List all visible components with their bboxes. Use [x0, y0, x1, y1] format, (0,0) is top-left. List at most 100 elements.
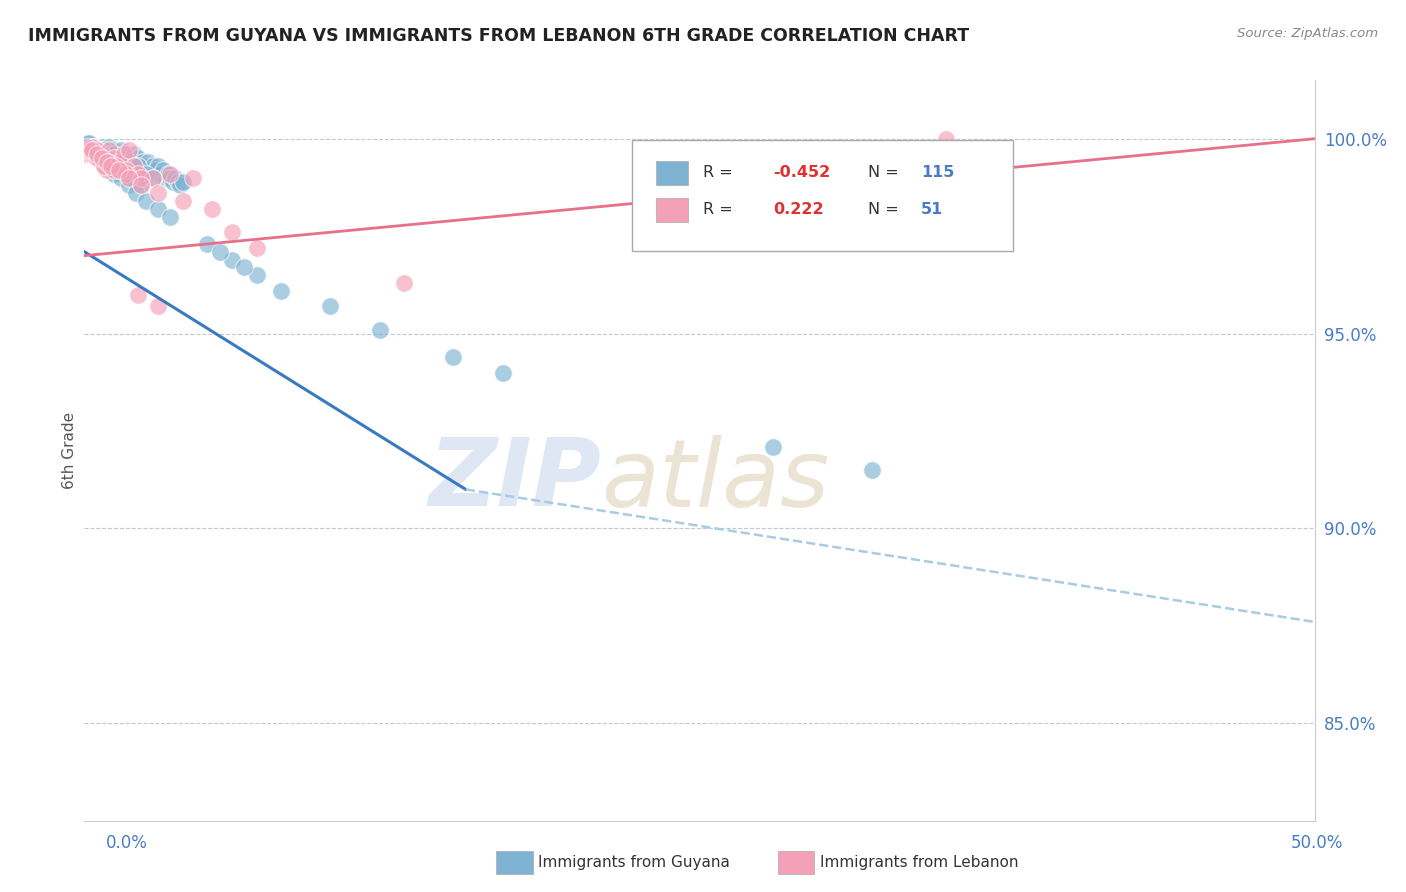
Point	[96, 155, 118, 169]
Point	[115, 167, 138, 181]
Point	[181, 170, 204, 185]
Point	[492, 366, 515, 380]
Point	[860, 463, 883, 477]
Point	[83, 147, 105, 161]
Point	[100, 159, 122, 173]
Point	[112, 151, 135, 165]
Point	[120, 170, 142, 185]
Point	[96, 151, 118, 165]
Point	[157, 167, 180, 181]
Point	[165, 170, 187, 185]
Point	[221, 225, 243, 239]
Point	[98, 159, 120, 173]
Point	[129, 159, 152, 173]
Point	[105, 159, 128, 173]
Point	[87, 151, 111, 165]
Point	[80, 147, 103, 161]
Point	[80, 139, 103, 153]
Point	[443, 350, 465, 364]
Point	[87, 144, 111, 158]
Text: 50.0%: 50.0%	[1291, 834, 1343, 852]
Point	[98, 147, 120, 161]
Point	[79, 144, 101, 158]
Point	[103, 147, 125, 161]
Point	[90, 155, 112, 169]
Point	[93, 144, 115, 158]
Text: 115: 115	[921, 165, 955, 180]
Point	[112, 147, 135, 161]
Point	[76, 139, 98, 153]
Y-axis label: 6th Grade: 6th Grade	[62, 412, 77, 489]
Point	[86, 147, 108, 161]
Point	[115, 162, 138, 177]
Point	[148, 299, 170, 313]
Point	[103, 144, 125, 158]
Point	[100, 155, 122, 169]
Point	[172, 194, 194, 208]
Text: -0.452: -0.452	[773, 165, 831, 180]
Point	[86, 144, 108, 158]
Point	[80, 139, 103, 153]
Point	[762, 440, 785, 454]
Point	[129, 170, 152, 185]
Point	[142, 159, 165, 173]
FancyBboxPatch shape	[657, 197, 689, 222]
Point	[135, 159, 157, 173]
Point	[159, 210, 181, 224]
Text: IMMIGRANTS FROM GUYANA VS IMMIGRANTS FROM LEBANON 6TH GRADE CORRELATION CHART: IMMIGRANTS FROM GUYANA VS IMMIGRANTS FRO…	[28, 27, 969, 45]
Point	[159, 167, 181, 181]
Point	[90, 147, 112, 161]
Point	[83, 147, 105, 161]
Point	[103, 151, 125, 165]
Point	[148, 186, 170, 201]
Point	[118, 178, 141, 193]
Point	[83, 139, 105, 153]
Text: R =: R =	[703, 202, 738, 218]
Point	[149, 167, 172, 181]
Point	[80, 144, 103, 158]
Point	[319, 299, 342, 313]
Point	[128, 151, 150, 165]
Text: N =: N =	[868, 165, 898, 180]
Point	[108, 151, 131, 165]
Point	[80, 144, 103, 158]
Point	[110, 162, 132, 177]
Point	[125, 175, 148, 189]
Point	[122, 159, 145, 173]
Point	[79, 144, 101, 158]
Point	[135, 194, 157, 208]
Point	[155, 170, 177, 185]
Point	[96, 155, 118, 169]
Point	[246, 241, 269, 255]
Point	[169, 178, 191, 193]
Point	[93, 159, 115, 173]
Point	[87, 151, 111, 165]
Point	[103, 162, 125, 177]
Point	[93, 147, 115, 161]
Point	[110, 170, 132, 185]
Point	[197, 236, 219, 251]
Point	[90, 151, 112, 165]
Text: atlas: atlas	[602, 434, 830, 525]
Point	[132, 155, 155, 169]
Point	[166, 175, 188, 189]
Point	[142, 170, 165, 185]
Point	[221, 252, 243, 267]
Text: ZIP: ZIP	[429, 434, 602, 526]
Point	[90, 139, 112, 153]
Point	[125, 155, 148, 169]
Point	[93, 155, 115, 169]
Point	[118, 155, 141, 169]
Point	[79, 144, 101, 158]
Point	[129, 178, 152, 193]
Point	[270, 284, 292, 298]
Point	[145, 162, 167, 177]
Point	[162, 175, 184, 189]
Point	[129, 178, 152, 193]
Point	[76, 136, 98, 150]
Point	[394, 276, 416, 290]
Text: 51: 51	[921, 202, 943, 218]
Point	[172, 175, 194, 189]
Point	[86, 144, 108, 158]
Point	[108, 155, 131, 169]
